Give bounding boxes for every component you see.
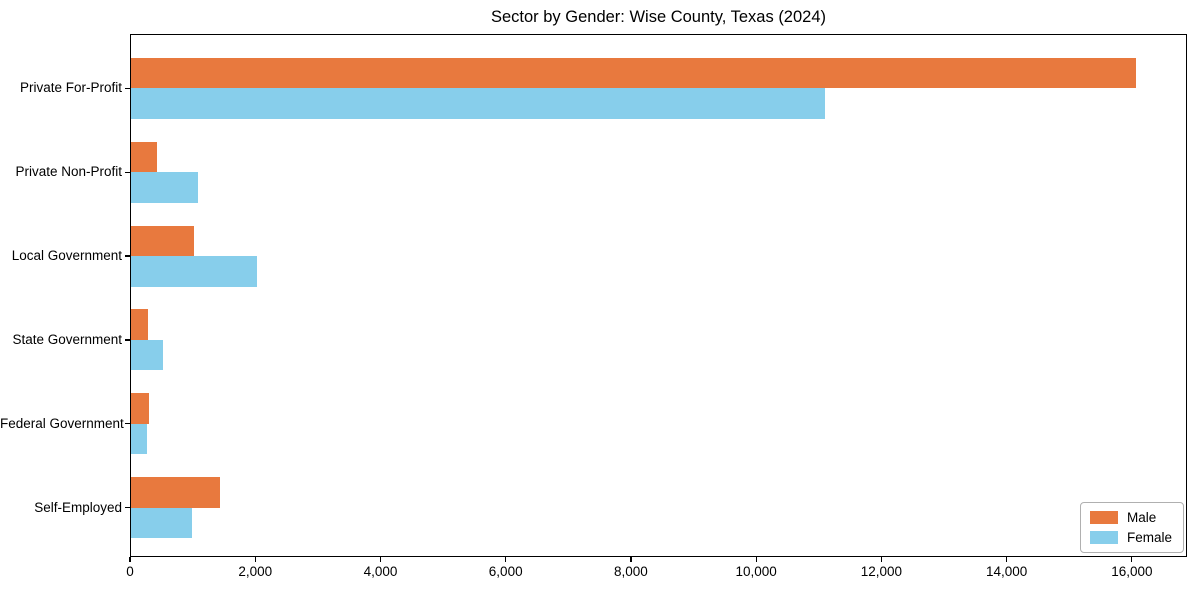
legend-label-male: Male [1126, 510, 1157, 525]
y-axis-tick [125, 507, 130, 509]
bar-female-5 [131, 423, 147, 455]
y-tick-label-local-government: Local Government [11, 248, 122, 264]
x-tick-label-8000: 8,000 [614, 564, 648, 579]
x-tick-label-10000: 10,000 [735, 564, 777, 579]
bar-male-2 [131, 141, 157, 173]
bar-female-2 [131, 172, 198, 203]
y-axis-tick [125, 87, 130, 89]
bar-female-4 [131, 339, 164, 371]
x-tick-label-16000: 16,000 [1111, 564, 1153, 579]
bar-female-6 [131, 507, 192, 539]
legend: Male Female [1079, 502, 1184, 553]
x-axis-tick [254, 557, 256, 562]
y-tick-label-private-non-profit: Private Non-Profit [15, 164, 122, 180]
y-tick-label-self-employed: Self-Employed [34, 499, 122, 515]
x-axis-tick [1131, 557, 1133, 562]
legend-item-male: Male [1089, 510, 1172, 525]
bar-male-3 [131, 225, 194, 257]
x-axis-tick [129, 557, 131, 562]
bar-female-3 [131, 256, 257, 287]
legend-item-female: Female [1089, 530, 1172, 545]
y-axis-tick [125, 255, 130, 257]
legend-label-female: Female [1126, 530, 1172, 545]
x-axis-tick [630, 557, 632, 562]
x-tick-label-14000: 14,000 [986, 564, 1028, 579]
bar-female-1 [131, 88, 826, 119]
legend-swatch-male-icon [1089, 511, 1118, 524]
plot-area [130, 34, 1187, 557]
x-axis-tick [505, 557, 507, 562]
chart-title: Sector by Gender: Wise County, Texas (20… [490, 8, 827, 26]
bar-male-5 [131, 393, 150, 424]
y-axis-tick [125, 339, 130, 341]
bar-male-6 [131, 477, 221, 508]
x-tick-label-2000: 2,000 [238, 564, 273, 579]
y-tick-label-state-government: State Government [12, 331, 122, 347]
x-axis-tick [755, 557, 757, 562]
x-tick-label-4000: 4,000 [363, 564, 398, 579]
x-axis-tick [880, 557, 882, 562]
x-axis-tick [1006, 557, 1008, 562]
x-axis-tick [379, 557, 382, 562]
x-tick-label-0: 0 [126, 564, 134, 579]
y-axis-tick [125, 423, 130, 425]
bar-male-4 [131, 309, 148, 340]
y-tick-label-private-for-profit: Private For-Profit [19, 80, 122, 96]
bar-male-1 [131, 57, 1137, 89]
y-tick-label-federal-government: Federal Government [0, 415, 124, 431]
y-axis-tick [125, 171, 130, 173]
legend-swatch-female-icon [1089, 531, 1118, 544]
x-tick-label-12000: 12,000 [860, 564, 903, 579]
x-tick-label-6000: 6,000 [488, 564, 523, 579]
